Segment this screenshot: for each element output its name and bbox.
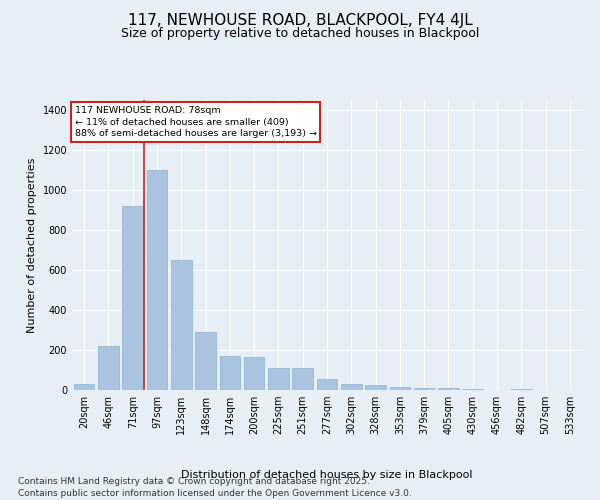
Text: Size of property relative to detached houses in Blackpool: Size of property relative to detached ho… [121,28,479,40]
Bar [74,384,94,390]
Bar [414,388,434,390]
Bar [268,368,289,390]
Bar [463,389,483,390]
Bar [195,332,216,390]
Bar [146,170,167,390]
Bar [438,388,459,390]
Bar [220,356,240,390]
Bar [341,384,362,390]
Text: 117, NEWHOUSE ROAD, BLACKPOOL, FY4 4JL: 117, NEWHOUSE ROAD, BLACKPOOL, FY4 4JL [128,12,472,28]
Text: Contains HM Land Registry data © Crown copyright and database right 2025.
Contai: Contains HM Land Registry data © Crown c… [18,476,412,498]
Bar [365,385,386,390]
Bar [389,387,410,390]
Bar [122,206,143,390]
Bar [244,357,265,390]
Bar [317,379,337,390]
Text: Distribution of detached houses by size in Blackpool: Distribution of detached houses by size … [181,470,473,480]
Bar [171,260,191,390]
Bar [292,368,313,390]
Bar [511,389,532,390]
Text: 117 NEWHOUSE ROAD: 78sqm
← 11% of detached houses are smaller (409)
88% of semi-: 117 NEWHOUSE ROAD: 78sqm ← 11% of detach… [74,106,317,138]
Bar [98,346,119,390]
Y-axis label: Number of detached properties: Number of detached properties [27,158,37,332]
